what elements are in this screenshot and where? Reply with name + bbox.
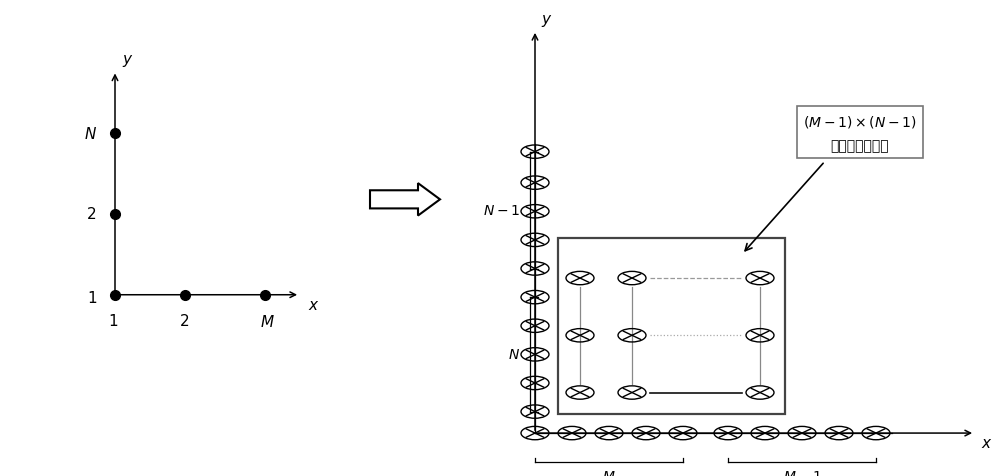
Text: $N$: $N$: [508, 347, 520, 362]
Text: $M$: $M$: [602, 469, 616, 476]
Text: $N-1$: $N-1$: [483, 204, 520, 218]
Text: $M-1$: $M-1$: [783, 469, 821, 476]
Text: 2: 2: [87, 207, 97, 222]
Text: 2: 2: [180, 313, 190, 328]
Text: $N$: $N$: [84, 125, 97, 141]
Text: $(M-1)\times(N-1)$
维虚拟矩形阵列: $(M-1)\times(N-1)$ 维虚拟矩形阵列: [803, 114, 917, 153]
Text: $x$: $x$: [981, 435, 993, 450]
Text: 1: 1: [108, 313, 118, 328]
Bar: [558, 238, 785, 414]
Text: 1: 1: [87, 290, 97, 305]
FancyArrow shape: [370, 184, 440, 216]
Text: $M$: $M$: [260, 313, 274, 329]
Text: $y$: $y$: [541, 12, 553, 29]
Text: $y$: $y$: [122, 53, 134, 69]
Text: $x$: $x$: [308, 298, 320, 312]
